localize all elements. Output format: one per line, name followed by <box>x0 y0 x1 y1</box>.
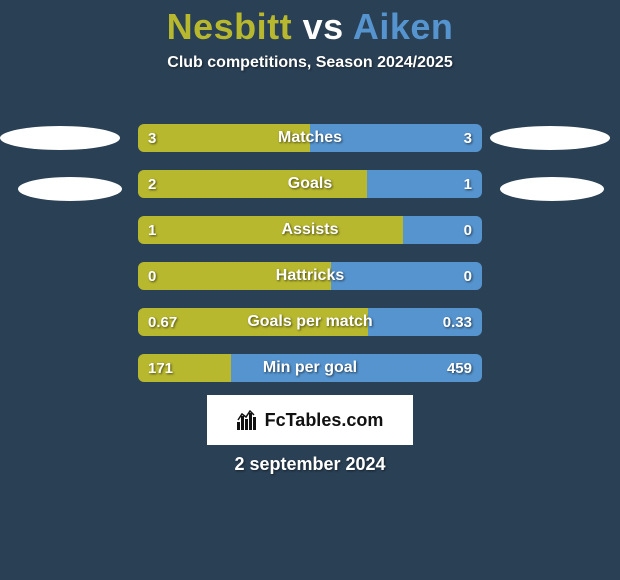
stat-value-left: 0 <box>148 262 156 290</box>
player-shadow-ellipse <box>0 126 120 150</box>
stat-value-right: 459 <box>447 354 472 382</box>
stat-label: Assists <box>282 216 339 244</box>
stat-label: Goals per match <box>247 308 372 336</box>
stat-row: 0 0 Hattricks <box>138 262 482 290</box>
stat-value-right: 0 <box>464 216 472 244</box>
stat-value-right: 3 <box>464 124 472 152</box>
player-shadow-ellipse <box>500 177 604 201</box>
date-label: 2 september 2024 <box>0 454 620 475</box>
stat-value-left: 2 <box>148 170 156 198</box>
player-shadow-ellipse <box>490 126 610 150</box>
logo-text: FcTables.com <box>265 410 384 431</box>
stat-value-right: 0.33 <box>443 308 472 336</box>
stat-bar-left <box>138 170 367 198</box>
stat-row: 3 3 Matches <box>138 124 482 152</box>
stat-label: Min per goal <box>263 354 357 382</box>
stat-label: Goals <box>288 170 332 198</box>
stat-value-left: 1 <box>148 216 156 244</box>
title-right-player: Aiken <box>353 6 454 47</box>
subtitle: Club competitions, Season 2024/2025 <box>0 54 620 72</box>
logo-box: FcTables.com <box>207 395 413 445</box>
stat-value-left: 3 <box>148 124 156 152</box>
stat-row: 1 0 Assists <box>138 216 482 244</box>
comparison-chart: 3 3 Matches 2 1 Goals 1 0 Assists 0 0 Hattricks 0.67… <box>138 124 482 400</box>
stat-label: Matches <box>278 124 342 152</box>
stat-row: 0.67 0.33 Goals per match <box>138 308 482 336</box>
title-vs: vs <box>303 6 353 47</box>
stat-label: Hattricks <box>276 262 344 290</box>
stat-bar-right <box>331 262 482 290</box>
stat-value-right: 0 <box>464 262 472 290</box>
title-left-player: Nesbitt <box>167 6 293 47</box>
stat-value-left: 0.67 <box>148 308 177 336</box>
stat-bar-left <box>138 216 403 244</box>
logo-chart-icon <box>237 410 259 430</box>
stat-row: 2 1 Goals <box>138 170 482 198</box>
stat-row: 171 459 Min per goal <box>138 354 482 382</box>
stat-value-right: 1 <box>464 170 472 198</box>
player-shadow-ellipse <box>18 177 122 201</box>
stat-value-left: 171 <box>148 354 173 382</box>
page-title: Nesbitt vs Aiken <box>0 0 620 48</box>
